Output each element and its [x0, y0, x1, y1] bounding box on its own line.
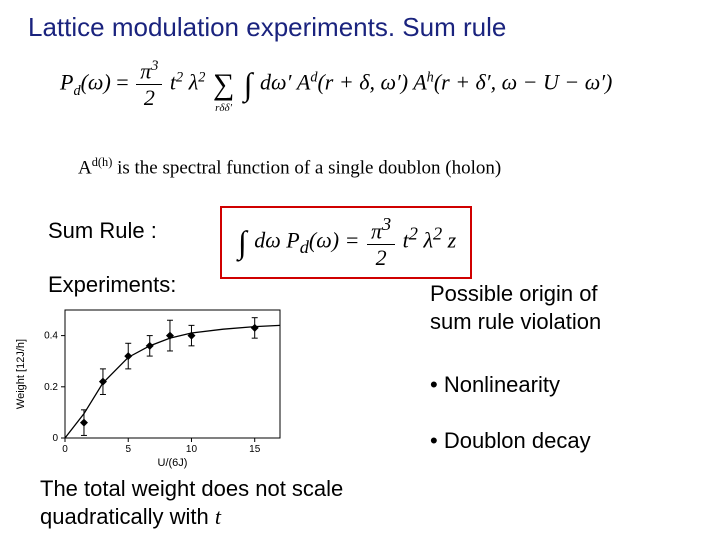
main-equation: Pd(ω) = π32 t2 λ2 ∑rδδ′ ∫ dω′ Ad(r + δ, … [60, 58, 612, 111]
svg-text:0: 0 [52, 433, 58, 444]
svg-text:10: 10 [186, 444, 198, 455]
sumrule-equation-box: ∫ dω Pd(ω) = π32 t2 λ2 z [220, 206, 472, 279]
svg-text:5: 5 [125, 444, 131, 455]
origin-line-1: Possible origin of [430, 280, 601, 308]
spectral-sup: d(h) [92, 155, 113, 169]
svg-text:0.4: 0.4 [44, 331, 58, 342]
page-title: Lattice modulation experiments. Sum rule [28, 12, 506, 43]
footer-line-2: quadratically with t [40, 503, 343, 531]
spectral-rest: is the spectral function of a single dou… [112, 157, 501, 178]
svg-text:0.2: 0.2 [44, 382, 58, 393]
sumrule-label: Sum Rule : [48, 218, 157, 244]
weight-vs-u-chart: 0 5 10 15 0 0.2 0.4 U/(6J) Weight [12J/h] [10, 300, 290, 470]
bullet-doublon-decay: • Doublon decay [430, 428, 591, 454]
experiments-label: Experiments: [48, 272, 176, 298]
footer-line-2a: quadratically with [40, 504, 215, 529]
footer-line-1: The total weight does not scale [40, 475, 343, 503]
origin-text: Possible origin of sum rule violation [430, 280, 601, 335]
bullet-nonlinearity: • Nonlinearity [430, 372, 560, 398]
origin-line-2: sum rule violation [430, 308, 601, 336]
svg-text:15: 15 [249, 444, 261, 455]
svg-text:U/(6J): U/(6J) [158, 457, 188, 469]
footer-line-2b: t [215, 504, 221, 529]
spectral-A: A [78, 157, 92, 178]
svg-text:0: 0 [62, 444, 68, 455]
footer-note: The total weight does not scale quadrati… [40, 475, 343, 530]
svg-text:Weight [12J/h]: Weight [12J/h] [15, 339, 27, 409]
spectral-function-note: Ad(h) is the spectral function of a sing… [78, 155, 501, 179]
